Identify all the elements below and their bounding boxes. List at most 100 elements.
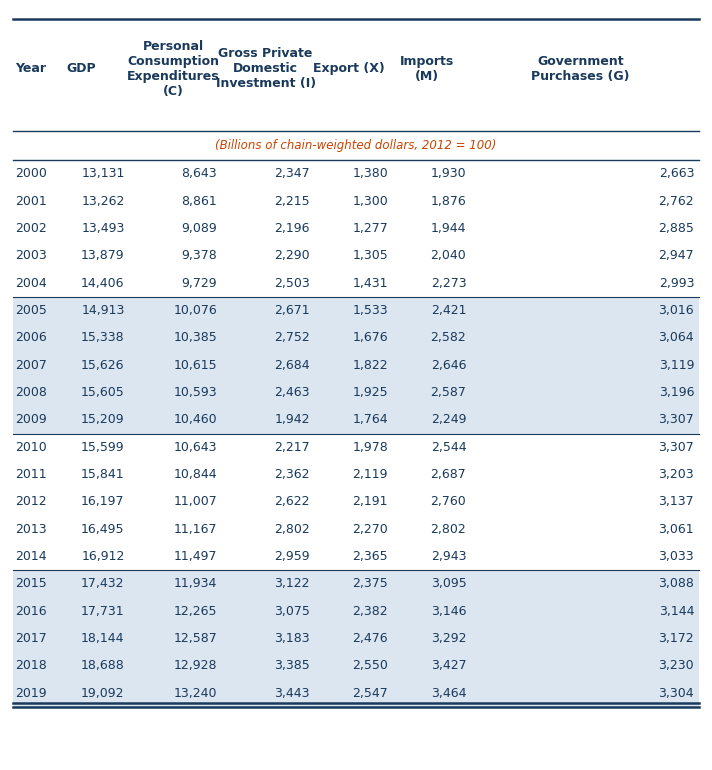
Text: 2,587: 2,587 (431, 386, 466, 399)
Text: 2,273: 2,273 (431, 276, 466, 290)
Text: 3,196: 3,196 (659, 386, 694, 399)
Text: 2,463: 2,463 (274, 386, 310, 399)
Text: 2,993: 2,993 (659, 276, 694, 290)
Text: 14,913: 14,913 (81, 304, 125, 317)
Text: 2017: 2017 (15, 632, 47, 645)
Text: 1,431: 1,431 (352, 276, 388, 290)
Text: 12,265: 12,265 (174, 604, 217, 618)
Text: 3,464: 3,464 (431, 687, 466, 700)
Text: 1,942: 1,942 (274, 413, 310, 427)
Text: 3,307: 3,307 (659, 440, 694, 454)
Text: 8,861: 8,861 (182, 195, 217, 208)
Text: 2,217: 2,217 (274, 440, 310, 454)
Text: 11,167: 11,167 (174, 523, 217, 536)
FancyBboxPatch shape (13, 270, 699, 297)
Text: 2,476: 2,476 (352, 632, 388, 645)
FancyBboxPatch shape (13, 460, 699, 488)
Text: Year: Year (15, 62, 46, 75)
Text: 3,203: 3,203 (659, 468, 694, 481)
Text: 13,493: 13,493 (81, 222, 125, 235)
Text: 11,497: 11,497 (174, 550, 217, 563)
FancyBboxPatch shape (13, 434, 699, 460)
Text: 15,599: 15,599 (81, 440, 125, 454)
Text: 3,119: 3,119 (659, 359, 694, 372)
Text: 1,277: 1,277 (352, 222, 388, 235)
Text: 2,802: 2,802 (431, 523, 466, 536)
Text: 3,016: 3,016 (659, 304, 694, 317)
Text: 2016: 2016 (15, 604, 46, 618)
FancyBboxPatch shape (13, 351, 699, 379)
Text: Government
Purchases (G): Government Purchases (G) (531, 55, 629, 83)
Text: 13,262: 13,262 (81, 195, 125, 208)
Text: 15,626: 15,626 (81, 359, 125, 372)
Text: 11,934: 11,934 (174, 578, 217, 591)
Text: 2,365: 2,365 (352, 550, 388, 563)
Text: 2007: 2007 (15, 359, 47, 372)
Text: 2000: 2000 (15, 167, 47, 180)
Text: 2,362: 2,362 (274, 468, 310, 481)
Text: 3,075: 3,075 (274, 604, 310, 618)
Text: 2,550: 2,550 (352, 659, 388, 672)
Text: 2,684: 2,684 (274, 359, 310, 372)
Text: 2018: 2018 (15, 659, 47, 672)
Text: 3,064: 3,064 (659, 331, 694, 344)
Text: 3,183: 3,183 (274, 632, 310, 645)
Text: 13,240: 13,240 (174, 687, 217, 700)
Text: 3,122: 3,122 (274, 578, 310, 591)
Text: 15,338: 15,338 (81, 331, 125, 344)
Text: 2011: 2011 (15, 468, 46, 481)
Text: 3,385: 3,385 (274, 659, 310, 672)
Text: 16,495: 16,495 (81, 523, 125, 536)
Text: 15,209: 15,209 (81, 413, 125, 427)
Text: 17,731: 17,731 (81, 604, 125, 618)
Text: 2,249: 2,249 (431, 413, 466, 427)
Text: 2,544: 2,544 (431, 440, 466, 454)
Text: 10,844: 10,844 (174, 468, 217, 481)
Text: 2,622: 2,622 (274, 495, 310, 508)
Text: Personal
Consumption
Expenditures
(C): Personal Consumption Expenditures (C) (127, 40, 219, 98)
FancyBboxPatch shape (13, 570, 699, 598)
Text: 2002: 2002 (15, 222, 47, 235)
Text: 2015: 2015 (15, 578, 47, 591)
FancyBboxPatch shape (13, 488, 699, 516)
Text: 10,643: 10,643 (174, 440, 217, 454)
Text: 2,191: 2,191 (352, 495, 388, 508)
Text: 16,912: 16,912 (81, 550, 125, 563)
Text: 2,943: 2,943 (431, 550, 466, 563)
Text: 2006: 2006 (15, 331, 47, 344)
Text: 3,137: 3,137 (659, 495, 694, 508)
Text: 2,760: 2,760 (431, 495, 466, 508)
Text: 2,215: 2,215 (274, 195, 310, 208)
Text: 13,131: 13,131 (81, 167, 125, 180)
Text: 14,406: 14,406 (81, 276, 125, 290)
FancyBboxPatch shape (13, 188, 699, 215)
Text: 18,144: 18,144 (81, 632, 125, 645)
Text: 10,593: 10,593 (174, 386, 217, 399)
Text: 16,197: 16,197 (81, 495, 125, 508)
Text: 3,427: 3,427 (431, 659, 466, 672)
Text: 3,230: 3,230 (659, 659, 694, 672)
Text: 9,378: 9,378 (182, 249, 217, 263)
Text: 1,930: 1,930 (431, 167, 466, 180)
Text: 19,092: 19,092 (81, 687, 125, 700)
Text: 2001: 2001 (15, 195, 47, 208)
Text: 2,687: 2,687 (431, 468, 466, 481)
FancyBboxPatch shape (13, 598, 699, 625)
Text: (Billions of chain-weighted dollars, 2012 = 100): (Billions of chain-weighted dollars, 201… (215, 139, 497, 152)
Text: 8,643: 8,643 (182, 167, 217, 180)
Text: GDP: GDP (66, 62, 96, 75)
Text: 2,762: 2,762 (659, 195, 694, 208)
Text: 1,305: 1,305 (352, 249, 388, 263)
Text: 1,533: 1,533 (352, 304, 388, 317)
Text: Imports
(M): Imports (M) (400, 55, 454, 83)
FancyBboxPatch shape (13, 407, 699, 434)
Text: 3,443: 3,443 (274, 687, 310, 700)
Text: 1,822: 1,822 (352, 359, 388, 372)
Text: 2004: 2004 (15, 276, 47, 290)
Text: 3,172: 3,172 (659, 632, 694, 645)
Text: 2005: 2005 (15, 304, 47, 317)
Text: 2,503: 2,503 (274, 276, 310, 290)
FancyBboxPatch shape (13, 324, 699, 351)
FancyBboxPatch shape (13, 652, 699, 679)
Text: 2,752: 2,752 (274, 331, 310, 344)
